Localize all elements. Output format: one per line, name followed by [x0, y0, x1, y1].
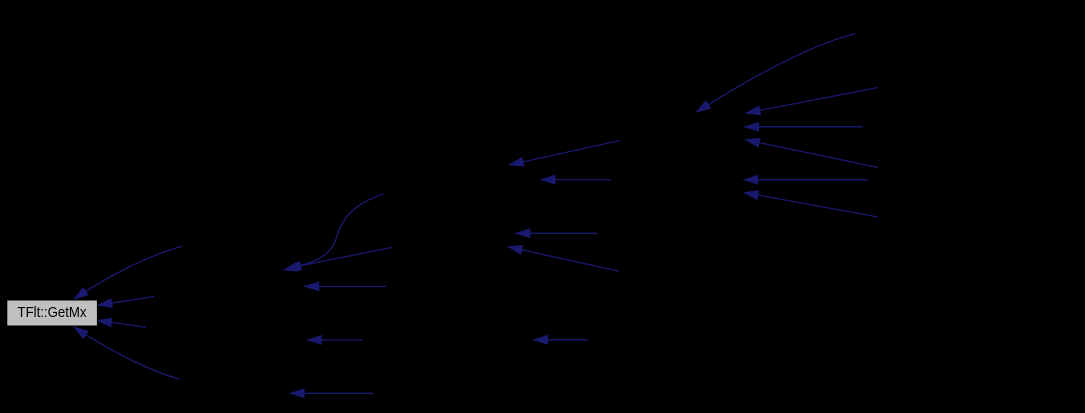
svg-text:TFlt::GetMx: TFlt::GetMx	[18, 304, 87, 321]
